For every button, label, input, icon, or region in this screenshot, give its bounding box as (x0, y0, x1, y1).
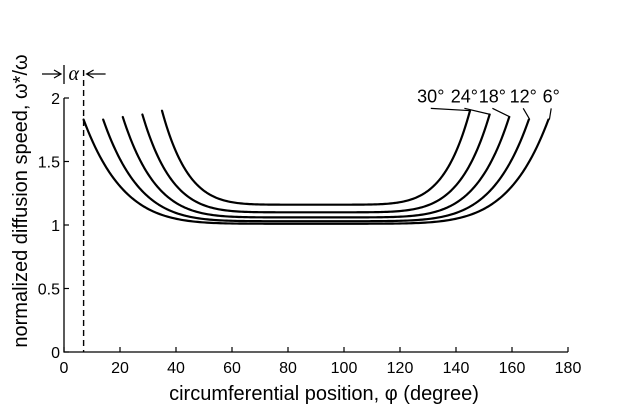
series-label-4: 24° (451, 86, 478, 106)
x-tick-label: 60 (223, 360, 241, 377)
series-leader-1 (548, 108, 552, 120)
series-leader-4 (464, 107, 491, 116)
y-tick-label: 1 (51, 218, 60, 235)
axes (63, 98, 568, 353)
y-axis-title: normalized diffusion speed, ω*/ω (10, 54, 32, 347)
series-label-5: 30° (417, 86, 444, 106)
axis-frame (63, 98, 568, 353)
series-leader-2 (522, 108, 531, 120)
x-tick-label: 100 (331, 360, 358, 377)
x-tick-label: 140 (443, 360, 470, 377)
y-tick-label: 1.5 (38, 155, 60, 172)
series-line-4 (141, 113, 491, 214)
series-label-1: 6° (543, 86, 560, 106)
y-tick-label: 2 (51, 91, 60, 108)
alpha-annotation: α (42, 63, 106, 352)
series-leader-3 (492, 107, 511, 118)
x-tick-label: 0 (60, 360, 69, 377)
series-line-5 (160, 109, 472, 206)
x-tick-label: 20 (111, 360, 129, 377)
y-tick-label: 0 (51, 345, 60, 362)
series-line-3 (121, 115, 511, 219)
alpha-right-arrow (85, 69, 106, 79)
series-leader-5 (430, 107, 472, 112)
x-tick-label: 40 (167, 360, 185, 377)
x-tick-label: 160 (499, 360, 526, 377)
x-tick-label: 180 (555, 360, 582, 377)
series-label-2: 12° (510, 86, 537, 106)
series-labels: 6° 12°18°24° 30° (417, 86, 560, 120)
ticks: 0 20 40 60 80 100 120 140 160 180 0 0.5 1 1.5 2 (38, 91, 582, 377)
x-axis-title: circumferential position, φ (degree) (169, 383, 479, 405)
x-tick-label: 80 (279, 360, 297, 377)
series-line-2 (102, 118, 530, 223)
series-line-1 (82, 118, 550, 225)
alpha-left-arrow (42, 69, 63, 79)
series-group (82, 109, 550, 225)
alpha-symbol: α (69, 63, 80, 85)
series-label-3: 18° (479, 86, 506, 106)
y-tick-label: 0.5 (38, 282, 60, 299)
x-tick-label: 120 (387, 360, 414, 377)
